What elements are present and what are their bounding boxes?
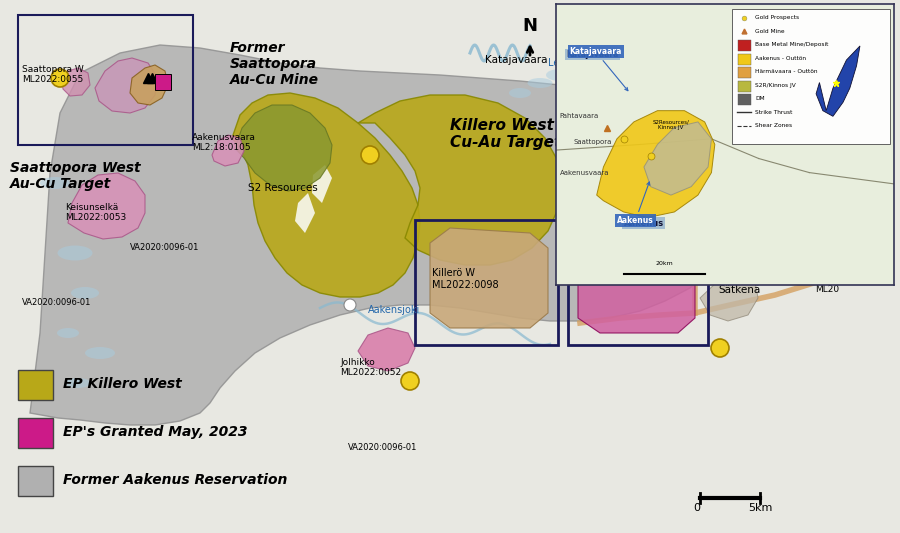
Text: S2 Resources: S2 Resources — [248, 183, 318, 193]
Text: Katajavaara: Katajavaara — [566, 50, 618, 59]
Text: Sätkenä: Sätkenä — [718, 285, 760, 295]
Text: Former Aakenus Reservation: Former Aakenus Reservation — [63, 473, 287, 487]
Text: Killero West
Cu-Au Target: Killero West Cu-Au Target — [450, 118, 562, 150]
Bar — [810, 253, 832, 275]
Polygon shape — [597, 111, 715, 217]
Text: Shear Zones: Shear Zones — [755, 123, 793, 128]
Polygon shape — [232, 93, 420, 297]
Text: Base Metal Mine/Deposit: Base Metal Mine/Deposit — [755, 42, 829, 47]
Ellipse shape — [57, 328, 79, 338]
Polygon shape — [30, 45, 742, 425]
Text: EP's Granted May, 2023: EP's Granted May, 2023 — [63, 425, 248, 439]
Ellipse shape — [527, 78, 553, 88]
Bar — [415, 220, 558, 345]
Ellipse shape — [509, 88, 531, 98]
Circle shape — [401, 372, 419, 390]
Circle shape — [51, 69, 69, 87]
Ellipse shape — [689, 228, 711, 238]
Text: EP Killero West: EP Killero West — [63, 377, 182, 391]
Bar — [18, 15, 193, 145]
Bar — [18, 466, 53, 496]
Circle shape — [629, 227, 641, 239]
Text: VA2020:0096-01: VA2020:0096-01 — [22, 298, 92, 307]
Ellipse shape — [546, 69, 574, 81]
Polygon shape — [212, 135, 244, 166]
Text: Lonnäko: Lonnäko — [795, 238, 839, 248]
Polygon shape — [700, 275, 758, 321]
Bar — [18, 418, 53, 448]
Text: Killerö E
ML2022:0054: Killerö E ML2022:0054 — [574, 255, 641, 277]
Ellipse shape — [71, 287, 99, 299]
Bar — [738, 67, 751, 78]
Text: Saattopora W
ML2022:0055: Saattopora W ML2022:0055 — [22, 65, 84, 84]
Text: Katajavaara: Katajavaara — [570, 47, 628, 91]
Text: Former
Saattopora
Au-Cu Mine: Former Saattopora Au-Cu Mine — [230, 41, 319, 87]
Text: VA2020:0096-01: VA2020:0096-01 — [348, 443, 418, 452]
Text: Gold Mine: Gold Mine — [755, 29, 785, 34]
Text: S2R/Kinnos JV: S2R/Kinnos JV — [755, 83, 796, 88]
Ellipse shape — [626, 147, 654, 159]
Text: Lentojoki: Lentojoki — [548, 58, 592, 68]
Text: Härmävaara - Outtön: Härmävaara - Outtön — [755, 69, 818, 74]
Polygon shape — [358, 95, 562, 265]
Ellipse shape — [40, 177, 70, 189]
Text: Killero East
Cu-Au Target: Killero East Cu-Au Target — [580, 133, 691, 165]
Text: Killerö W
ML2022:0098: Killerö W ML2022:0098 — [432, 268, 499, 289]
Text: S2Resources/
Kinnos JV: S2Resources/ Kinnos JV — [652, 119, 689, 131]
Bar — [155, 74, 171, 90]
FancyBboxPatch shape — [732, 10, 890, 144]
Polygon shape — [68, 173, 145, 239]
Ellipse shape — [686, 58, 714, 68]
Ellipse shape — [604, 176, 636, 190]
Polygon shape — [358, 328, 415, 371]
Text: DM: DM — [755, 96, 765, 101]
Polygon shape — [235, 105, 332, 191]
Polygon shape — [430, 228, 548, 328]
Bar — [738, 94, 751, 105]
Circle shape — [711, 339, 729, 357]
Polygon shape — [62, 68, 90, 96]
Ellipse shape — [665, 67, 695, 79]
Polygon shape — [95, 58, 158, 113]
Polygon shape — [295, 193, 315, 233]
Bar — [738, 54, 751, 64]
Text: 5km: 5km — [748, 503, 772, 513]
Circle shape — [344, 299, 356, 311]
Text: Gold Prospects: Gold Prospects — [755, 15, 799, 20]
Bar — [18, 370, 53, 400]
Ellipse shape — [726, 187, 754, 199]
Text: Strike Thrust: Strike Thrust — [755, 110, 793, 115]
Text: VA2020:0096-01: VA2020:0096-01 — [130, 243, 200, 252]
Ellipse shape — [66, 378, 91, 388]
Bar — [738, 81, 751, 92]
Text: Riikö
ML20: Riikö ML20 — [815, 275, 839, 294]
Ellipse shape — [707, 208, 733, 218]
Polygon shape — [130, 65, 168, 105]
Text: Katajavaara: Katajavaara — [485, 55, 547, 65]
Text: Pahtavaara: Pahtavaara — [560, 114, 598, 119]
Ellipse shape — [749, 173, 771, 183]
Ellipse shape — [643, 128, 668, 138]
Ellipse shape — [707, 50, 733, 60]
Text: Aakenusvaara
ML2:18:0105: Aakenusvaara ML2:18:0105 — [192, 133, 256, 152]
Text: Aakenus: Aakenus — [617, 182, 653, 225]
Text: 0: 0 — [694, 503, 700, 513]
Bar — [738, 41, 751, 51]
Text: Saattopora: Saattopora — [573, 139, 611, 144]
Polygon shape — [644, 122, 712, 195]
Text: VA2020:0096-01: VA2020:0096-01 — [572, 235, 642, 244]
Text: Aakenus - Outtön: Aakenus - Outtön — [755, 56, 806, 61]
Polygon shape — [312, 165, 332, 203]
Text: Aakensjoki: Aakensjoki — [368, 305, 420, 315]
Text: Keisunselkä
ML2022:0053: Keisunselkä ML2022:0053 — [65, 203, 126, 222]
Polygon shape — [578, 225, 695, 333]
Bar — [788, 233, 810, 255]
Text: 20km: 20km — [655, 262, 673, 266]
Ellipse shape — [657, 107, 687, 119]
Bar — [568, 215, 708, 345]
Polygon shape — [816, 46, 860, 116]
Ellipse shape — [58, 246, 93, 261]
Text: N: N — [522, 17, 537, 35]
Text: Aakenus: Aakenus — [624, 219, 664, 228]
